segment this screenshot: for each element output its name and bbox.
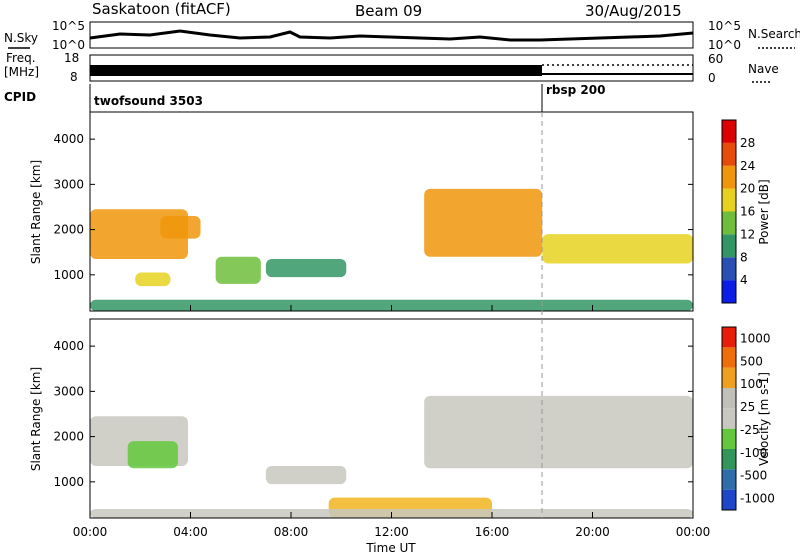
velocity-ytick-label: 4000 (53, 339, 84, 353)
freq-tick-bottom: 8 (70, 70, 78, 84)
nsky-tick-top: 10^5 (52, 19, 85, 33)
nsky-trace (89, 29, 694, 42)
x-tick-label: 04:00 (173, 525, 208, 539)
nsky-tick-bottom: 10^0 (52, 38, 85, 52)
x-tick-label: 20:00 (575, 525, 610, 539)
power-echo-region (424, 188, 543, 257)
power-ytick-label: 2000 (53, 223, 84, 237)
velocity-ytick-label: 2000 (53, 430, 84, 444)
x-tick-label: 00:00 (73, 525, 108, 539)
cpid-segment-1: twofsound 3503 (94, 94, 203, 108)
x-tick-label: 16:00 (475, 525, 510, 539)
power-colorbar-label: Power [dB] (757, 179, 771, 244)
power-echo-region (265, 258, 347, 278)
power-colorbar-segment (722, 165, 736, 189)
power-echo-region (215, 256, 261, 284)
freq-tick-top: 18 (64, 51, 79, 65)
power-colorbar-tick-label: 4 (740, 273, 748, 287)
freq-unit-label: [MHz] (4, 65, 39, 79)
power-echo-region (542, 234, 693, 264)
velocity-colorbar-tick-label: -25 (740, 423, 760, 437)
beam-title: Beam 09 (355, 2, 422, 20)
x-tick-label: 08:00 (274, 525, 309, 539)
x-tick-label: 12:00 (374, 525, 409, 539)
x-tick-label: 00:00 (676, 525, 711, 539)
velocity-colorbar-segment (722, 408, 736, 429)
power-ytick-label: 3000 (53, 177, 84, 191)
power-colorbar-tick-label: 16 (740, 205, 755, 219)
velocity-colorbar-segment (722, 367, 736, 388)
power-colorbar-tick-label: 12 (740, 227, 755, 241)
velocity-colorbar-frame (721, 326, 737, 511)
nave-tick-bottom: 0 (708, 71, 716, 85)
power-colorbar-tick-label: 20 (740, 182, 755, 196)
freq-fill (90, 65, 542, 76)
power-colorbar: 4 8 12 16 20 24 28 (721, 119, 755, 304)
velocity-ytick-label: 1000 (53, 475, 84, 489)
velocity-panel: Slant Range [km] 1000 2000 3000 4000 (29, 318, 694, 519)
velocity-echo-region (424, 395, 693, 469)
power-colorbar-segment (722, 142, 736, 166)
velocity-colorbar-segment (722, 449, 736, 470)
power-panel: Slant Range [km] 1000 2000 3000 4000 (29, 111, 694, 312)
power-colorbar-segment (722, 211, 736, 235)
power-echo-region (160, 216, 201, 239)
power-ylabel: Slant Range [km] (29, 160, 43, 264)
velocity-colorbar-label: Velocity [m s-1] (757, 372, 771, 466)
power-colorbar-frame (721, 119, 737, 304)
velocity-ytick-label: 3000 (53, 384, 84, 398)
power-colorbar-tick-label: 24 (740, 159, 755, 173)
power-echo-region (135, 272, 171, 287)
cpid-segment-2: rbsp 200 (546, 83, 605, 97)
nave-tick-top: 60 (708, 52, 723, 66)
velocity-echo-region (127, 441, 178, 469)
nsky-label: N.Sky (4, 31, 38, 45)
velocity-colorbar-segment (722, 428, 736, 449)
velocity-colorbar: 1000 500 100 25 -25 -100 -500 -1000 (721, 326, 775, 511)
power-colorbar-tick-label: 8 (740, 250, 748, 264)
velocity-colorbar-tick-label: 100 (740, 377, 763, 391)
power-colorbar-segment (722, 257, 736, 281)
freq-label: Freq. (6, 51, 36, 65)
velocity-colorbar-tick-label: -1000 (740, 492, 775, 506)
nsky-strip-frame (89, 21, 694, 49)
date-title: 30/Aug/2015 (585, 2, 682, 20)
velocity-ylabel: Slant Range [km] (29, 367, 43, 471)
power-colorbar-segment (722, 234, 736, 258)
velocity-echo-region (265, 465, 347, 485)
power-colorbar-segment (722, 188, 736, 212)
velocity-colorbar-tick-label: 25 (740, 400, 755, 414)
velocity-colorbar-tick-label: -100 (740, 446, 767, 460)
power-colorbar-segment (722, 280, 736, 303)
power-ytick-label: 1000 (53, 268, 84, 282)
velocity-colorbar-segment (722, 388, 736, 409)
velocity-colorbar-tick-label: 500 (740, 354, 763, 368)
x-axis-label: Time UT (365, 541, 416, 554)
nsearch-label: N.Search (748, 27, 800, 41)
power-ytick-label: 4000 (53, 132, 84, 146)
velocity-colorbar-segment (722, 347, 736, 368)
velocity-colorbar-segment (722, 489, 736, 510)
cpid-label: CPID (4, 90, 36, 104)
station-title: Saskatoon (fitACF) (92, 0, 231, 18)
power-colorbar-tick-label: 28 (740, 136, 755, 150)
nave-label: Nave (748, 62, 779, 76)
power-colorbar-segment (722, 120, 736, 143)
velocity-colorbar-segment (722, 327, 736, 348)
nsearch-tick-top: 10^5 (708, 19, 741, 33)
velocity-colorbar-tick-label: 1000 (740, 331, 771, 345)
velocity-colorbar-tick-label: -500 (740, 469, 767, 483)
nsearch-tick-bottom: 10^0 (708, 38, 741, 52)
velocity-colorbar-segment (722, 469, 736, 490)
